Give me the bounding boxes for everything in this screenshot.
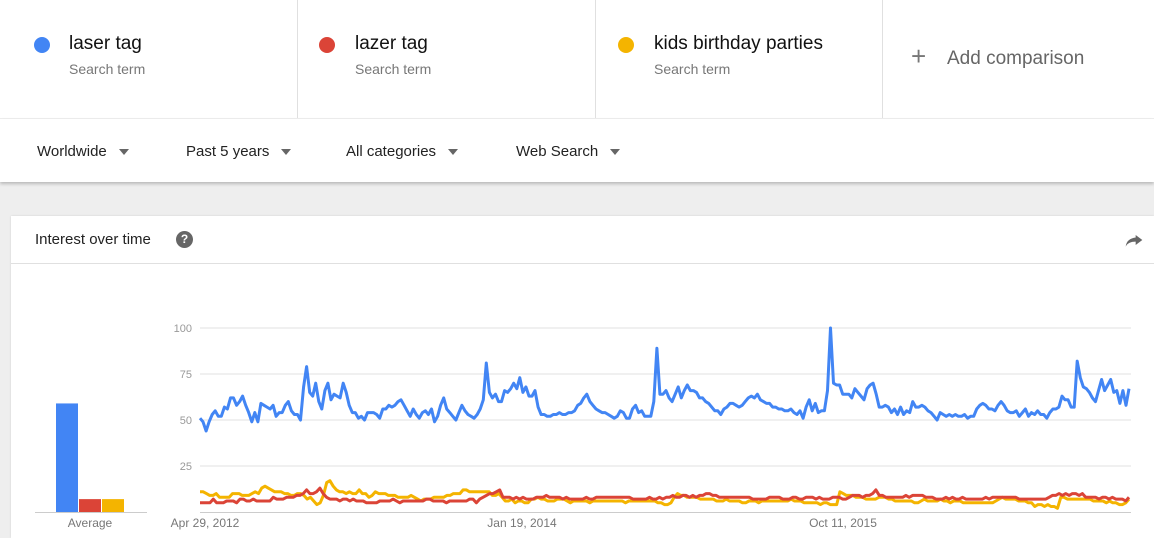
time-range-dropdown[interactable]: Past 5 years: [186, 143, 292, 160]
y-tick-label: 25: [180, 461, 192, 473]
search-type-dropdown[interactable]: Web Search: [516, 143, 621, 160]
search-type-value: Web Search: [516, 143, 599, 160]
series-line-lazer-tag: [200, 486, 1131, 505]
filter-bar: Worldwide Past 5 years All categories We…: [0, 119, 1154, 182]
average-bar: [79, 499, 101, 512]
y-tick-label: 50: [180, 415, 192, 427]
term-type: Search term: [355, 61, 432, 77]
average-bar: [102, 499, 124, 512]
term-name: laser tag: [69, 33, 142, 54]
term-name: lazer tag: [355, 33, 428, 54]
time-range-value: Past 5 years: [186, 143, 270, 160]
x-tick-label: Oct 11, 2015: [809, 516, 877, 530]
series-color-dot-icon: [618, 37, 634, 53]
average-bar: [56, 403, 78, 512]
y-tick-label: 100: [174, 323, 192, 335]
series-color-dot-icon: [319, 37, 335, 53]
category-value: All categories: [346, 143, 437, 160]
average-label: Average: [68, 516, 113, 530]
category-dropdown[interactable]: All categories: [346, 143, 459, 160]
x-tick-label: Jan 19, 2014: [487, 516, 557, 530]
term-name: kids birthday parties: [654, 33, 823, 54]
add-comparison-label: Add comparison: [947, 48, 1085, 69]
add-comparison-button[interactable]: + Add comparison: [883, 0, 1154, 118]
caret-down-icon: [118, 149, 129, 155]
card-title: Interest over time: [35, 231, 151, 248]
series-line-laser-tag: [198, 326, 1131, 433]
plus-icon: +: [911, 41, 927, 71]
term-kids-birthday-parties[interactable]: kids birthday parties Search term: [596, 0, 883, 118]
share-icon[interactable]: [1124, 230, 1144, 250]
region-value: Worldwide: [37, 143, 107, 160]
term-lazer-tag[interactable]: lazer tag Search term: [298, 0, 596, 118]
series-color-dot-icon: [34, 37, 50, 53]
x-tick-label: Apr 29, 2012: [171, 516, 240, 530]
term-type: Search term: [69, 61, 146, 77]
y-tick-label: 75: [180, 369, 192, 381]
interest-over-time-card: Interest over time ? Average 25 50 75 100 Apr…: [11, 216, 1154, 538]
series-line-kids-birthday-parties: [200, 479, 1131, 510]
term-type: Search term: [654, 61, 731, 77]
caret-down-icon: [281, 149, 292, 155]
card-header: Interest over time ?: [11, 216, 1154, 264]
search-terms-bar: laser tag Search term lazer tag Search t…: [0, 0, 1154, 118]
region-dropdown[interactable]: Worldwide: [37, 143, 129, 160]
term-laser-tag[interactable]: laser tag Search term: [0, 0, 298, 118]
caret-down-icon: [448, 149, 459, 155]
interest-chart[interactable]: Average 25 50 75 100 Apr 29, 2012 Jan 19, 2014…: [11, 264, 1154, 538]
help-icon[interactable]: ?: [176, 231, 193, 248]
caret-down-icon: [610, 149, 621, 155]
